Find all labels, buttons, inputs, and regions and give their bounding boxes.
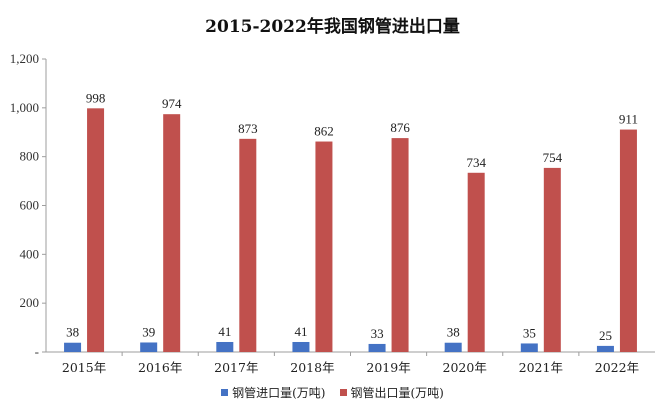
bar-export xyxy=(391,138,409,352)
x-tick-label: 2018年 xyxy=(290,360,334,375)
data-label-import: 38 xyxy=(66,325,79,340)
data-label-import: 41 xyxy=(294,324,307,339)
legend-swatch-import xyxy=(221,389,229,396)
bar-import xyxy=(520,343,538,352)
data-label-import: 33 xyxy=(371,326,384,341)
legend-label-import: 钢管进口量(万吨) xyxy=(232,386,326,400)
x-tick-label: 2022年 xyxy=(595,360,639,375)
chart-title: 2015-2022年我国钢管进出口量 xyxy=(205,17,460,37)
data-label-export: 873 xyxy=(238,121,258,136)
bar-import xyxy=(292,341,310,352)
bar-export xyxy=(163,114,181,352)
y-tick-label: 400 xyxy=(20,246,40,261)
data-label-export: 974 xyxy=(162,96,182,111)
y-tick-label: 800 xyxy=(20,149,40,164)
x-tick-label: 2020年 xyxy=(443,360,487,375)
bar-import xyxy=(368,343,386,352)
axes: - 200 400 600 800 1,000 1,200 xyxy=(10,51,655,359)
data-label-export: 754 xyxy=(543,150,563,165)
data-label-import: 38 xyxy=(447,325,460,340)
y-tick-label: 600 xyxy=(20,198,40,213)
data-label-import: 35 xyxy=(523,325,536,340)
bar-export xyxy=(467,172,485,352)
bar-import xyxy=(64,342,82,352)
legend-label-export: 钢管出口量(万吨) xyxy=(350,386,444,400)
bar-export xyxy=(543,167,561,352)
y-tick-label: 200 xyxy=(20,295,40,310)
data-label-export: 862 xyxy=(314,124,334,139)
bar-export xyxy=(239,138,257,352)
bars xyxy=(64,108,637,353)
x-tick-label: 2017年 xyxy=(214,360,258,375)
bar-export xyxy=(619,129,637,352)
bar-import xyxy=(444,342,462,352)
data-label-import: 25 xyxy=(599,328,612,343)
x-tick-label: 2021年 xyxy=(519,360,563,375)
bar-import xyxy=(216,341,234,352)
bar-import xyxy=(140,342,158,352)
x-tick-label: 2015年 xyxy=(62,360,106,375)
bar-export xyxy=(315,141,333,352)
bar-import xyxy=(596,345,614,352)
legend-item-export: 钢管出口量(万吨) xyxy=(339,384,444,401)
data-label-import: 41 xyxy=(218,324,231,339)
legend-item-import: 钢管进口量(万吨) xyxy=(221,384,326,401)
bar-export xyxy=(87,108,105,353)
y-tick-label: - xyxy=(35,344,39,359)
data-label-export: 876 xyxy=(390,120,410,135)
y-tick-label: 1,000 xyxy=(10,100,39,115)
y-tick-label: 1,200 xyxy=(10,51,39,66)
legend-swatch-export xyxy=(339,389,347,396)
data-label-export: 911 xyxy=(619,112,638,127)
data-label-export: 734 xyxy=(466,155,486,170)
data-label-export: 998 xyxy=(86,90,106,105)
x-tick-label: 2019年 xyxy=(366,360,410,375)
data-label-import: 39 xyxy=(142,324,155,339)
labels: 38 998 2015年 39 974 2016年 41 873 2017年 41 862 2018年… xyxy=(62,90,639,375)
legend: 钢管进口量(万吨) 钢管出口量(万吨) xyxy=(0,384,665,401)
x-tick-label: 2016年 xyxy=(138,360,182,375)
